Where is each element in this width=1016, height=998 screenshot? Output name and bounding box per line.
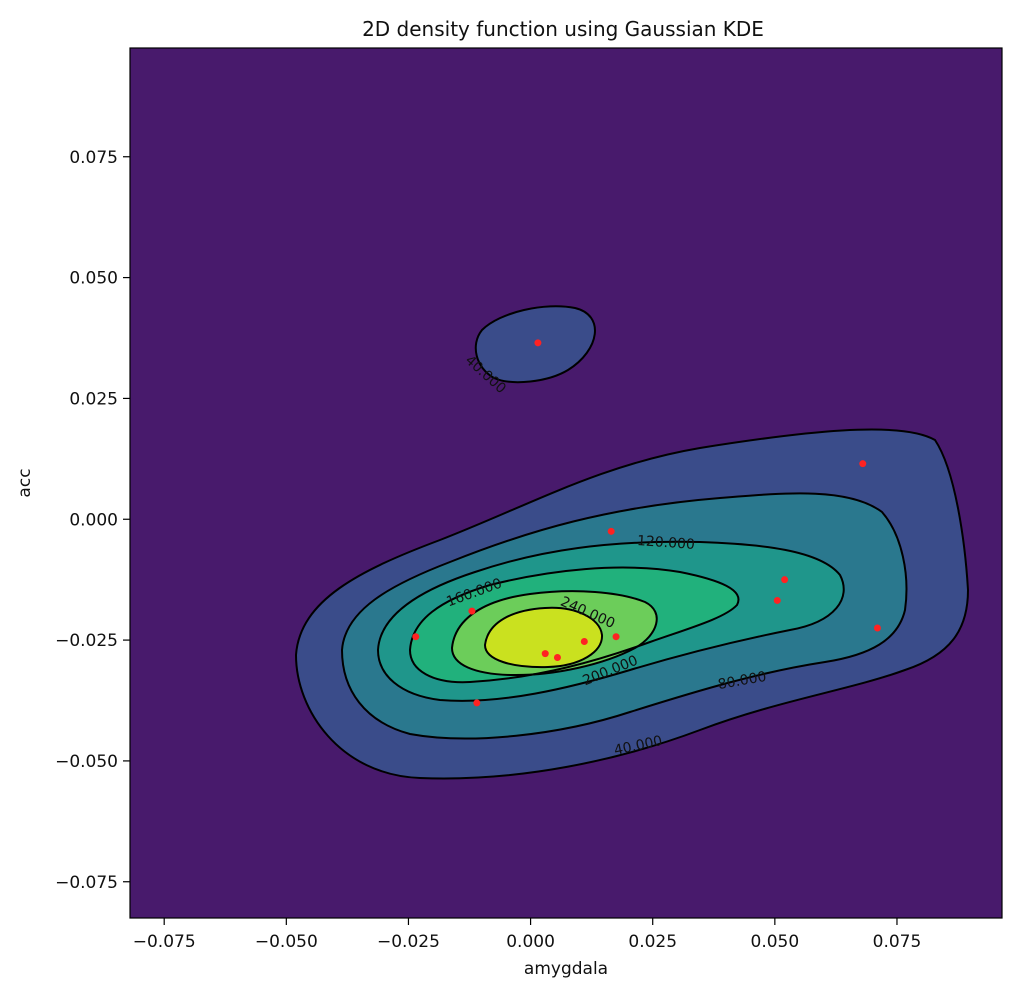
contour-label: 120.000 [636,533,695,553]
y-axis-title: acc [15,468,35,497]
data-point [612,633,620,641]
x-tick-label: −0.025 [377,932,440,952]
data-point [553,653,561,661]
contour-label-group: 120.000 [636,533,695,553]
contour-line-40 [474,305,596,384]
data-point [873,624,881,632]
x-tick-label: 0.050 [751,932,800,952]
y-axis-ticks: −0.075 −0.050 −0.025 0.000 0.025 0.050 0.075 [55,148,130,893]
y-tick-label: −0.025 [55,631,118,651]
contour-line-200 [450,590,658,677]
x-tick-label: 0.075 [873,932,922,952]
y-tick-label: 0.050 [69,269,118,289]
y-tick-label: −0.075 [55,873,118,893]
data-points [412,339,881,707]
data-point [859,460,867,468]
data-point [773,596,781,604]
x-tick-label: −0.075 [133,932,196,952]
y-tick-label: 0.000 [69,510,118,530]
data-point [580,638,588,646]
x-axis-title: amygdala [524,959,608,979]
y-tick-label: 0.025 [69,389,118,409]
contour-line-240 [483,606,604,669]
density-fills [296,306,968,779]
data-point [781,576,789,584]
density-region-240 [485,607,603,668]
data-point [412,633,420,641]
data-point [541,650,549,658]
x-tick-label: 0.025 [628,932,677,952]
contour-line-120 [376,540,845,702]
contour-lines [294,305,970,780]
contour-line-160 [408,566,740,684]
plot-area: 40.00040.00080.000120.000160.000200.0002… [130,48,1002,918]
x-tick-label: −0.050 [255,932,318,952]
x-axis-ticks: −0.075 −0.050 −0.025 0.000 0.025 0.050 0.075 [133,918,922,952]
data-point [534,339,542,347]
data-point [473,699,481,707]
contour-line-80 [340,492,908,740]
data-point [607,527,615,535]
data-point [468,607,476,615]
x-tick-label: 0.000 [506,932,555,952]
plot-frame [129,47,1003,919]
contour-line-40 [294,428,970,780]
y-tick-label: 0.075 [69,148,118,168]
y-tick-label: −0.050 [55,752,118,772]
chart-title: 2D density function using Gaussian KDE [362,17,764,41]
